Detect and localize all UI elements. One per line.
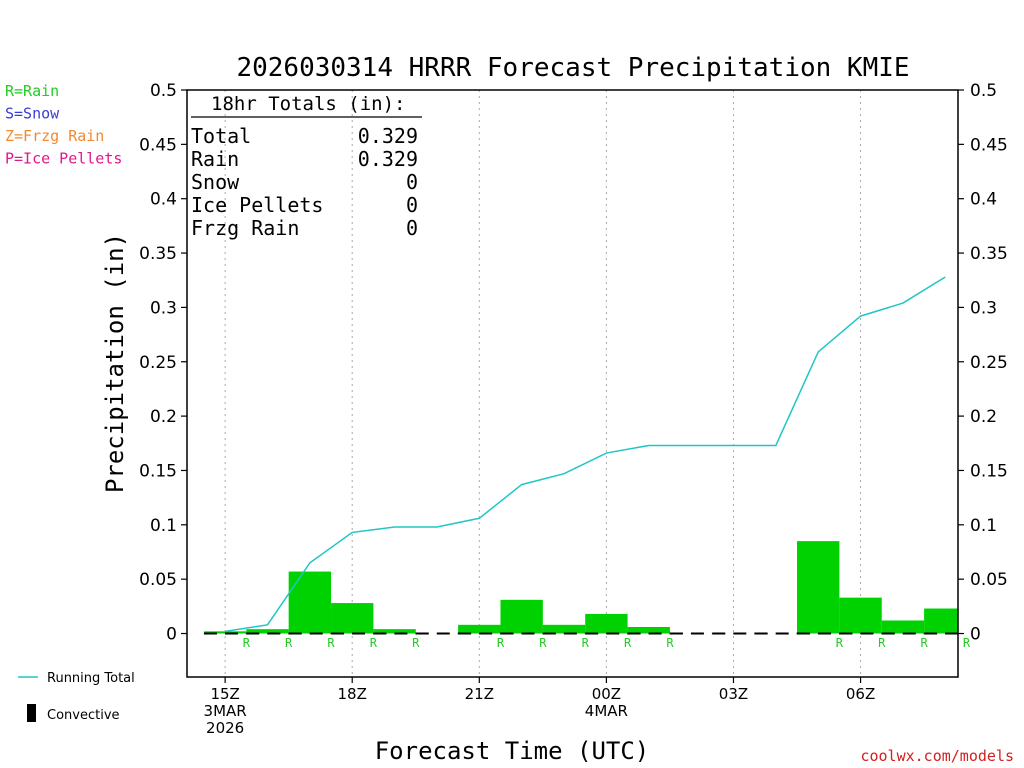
precip-type-label: R [243, 636, 251, 650]
y-tick-label: 0.1 [150, 516, 177, 536]
totals-row-value: 0 [406, 216, 418, 240]
y-axis-left: 0 0.05 0.1 0.15 0.2 0.25 0.3 0.35 0.4 0.45 0.5 [139, 81, 187, 645]
x-tick-label: 15Z [210, 685, 239, 703]
type-legend-entry: S=Snow [5, 105, 60, 123]
precip-type-label: R [497, 636, 505, 650]
precip-type-label: R [539, 636, 547, 650]
y-tick-label: 0.3 [150, 298, 177, 318]
totals-row-value: 0 [406, 170, 418, 194]
precip-type-label: R [412, 636, 420, 650]
totals-box: 18hr Totals (in): Total 0.329 Rain 0.329 Sno… [191, 93, 422, 240]
x-tick-label: 00Z [592, 685, 621, 703]
y-tick-label: 0.35 [970, 244, 1008, 264]
y-tick-label: 0 [970, 625, 981, 645]
type-legend-entry: Z=Frzg Rain [5, 127, 104, 145]
y-tick-label: 0.5 [970, 81, 997, 101]
x-tick-label: 4MAR [585, 702, 628, 720]
y-tick-label: 0.4 [970, 190, 997, 210]
credit-text: coolwx.com/models [860, 747, 1014, 765]
precip-type-legend: R=Rain S=Snow Z=Frzg Rain P=Ice Pellets [5, 82, 122, 168]
precip-bar [881, 620, 925, 634]
y-axis-label: Precipitation (in) [101, 233, 129, 493]
y-tick-label: 0.15 [139, 461, 177, 481]
precip-type-label: R [920, 636, 928, 650]
totals-row-label: Total [191, 124, 251, 148]
precip-bars [203, 541, 958, 634]
y-tick-label: 0.15 [970, 461, 1008, 481]
y-axis-right: 0 0.05 0.1 0.15 0.2 0.25 0.3 0.35 0.4 0.45 0.5 [958, 81, 1008, 645]
x-tick-label: 03Z [719, 685, 748, 703]
precip-bar [331, 603, 374, 634]
x-tick-label: 18Z [338, 685, 367, 703]
precip-bar [797, 541, 840, 634]
precip-bar [203, 631, 247, 634]
precip-bar [500, 599, 543, 634]
y-tick-label: 0.1 [970, 516, 997, 536]
x-tick-label: 06Z [846, 685, 875, 703]
precip-type-label: R [666, 636, 674, 650]
precip-type-label: R [878, 636, 886, 650]
precip-type-label: R [963, 636, 971, 650]
plot-frame [186, 89, 959, 678]
precip-bar [458, 624, 501, 634]
y-tick-label: 0.2 [150, 407, 177, 427]
precip-type-label: R [582, 636, 590, 650]
y-tick-label: 0 [166, 625, 177, 645]
type-legend-entry: R=Rain [5, 82, 59, 100]
precip-bar [839, 597, 882, 634]
running-total-line [225, 276, 946, 633]
y-tick-label: 0.35 [139, 244, 177, 264]
totals-row-label: Rain [191, 147, 239, 171]
precip-type-label: R [327, 636, 335, 650]
y-tick-label: 0.5 [150, 81, 177, 101]
y-tick-label: 0.2 [970, 407, 997, 427]
precip-bar [288, 571, 332, 634]
precip-bar [542, 624, 586, 634]
y-tick-label: 0.4 [150, 190, 177, 210]
x-axis-label: Forecast Time (UTC) [375, 737, 650, 765]
running-total-legend-label: Running Total [47, 671, 135, 686]
x-tick-label: 3MAR [204, 702, 247, 720]
precip-bar [627, 626, 670, 634]
series-legend: Running Total Convective [18, 671, 135, 723]
totals-row-value: 0.329 [358, 147, 418, 171]
totals-title: 18hr Totals (in): [211, 93, 405, 115]
precip-type-label: R [285, 636, 293, 650]
totals-row-label: Frzg Rain [191, 216, 299, 240]
totals-row-value: 0.329 [358, 124, 418, 148]
chart-title: 2026030314 HRRR Forecast Precipitation K… [236, 53, 909, 83]
totals-row-label: Ice Pellets [191, 193, 323, 217]
precip-type-label: R [836, 636, 844, 650]
precip-type-label: R [624, 636, 632, 650]
precip-bar [924, 608, 958, 634]
x-tick-label: 21Z [465, 685, 494, 703]
precip-bar [373, 629, 416, 634]
totals-row-label: Snow [191, 170, 240, 194]
y-tick-label: 0.45 [970, 135, 1008, 155]
precip-bar [585, 613, 628, 634]
y-tick-label: 0.25 [970, 353, 1008, 373]
y-tick-label: 0.05 [139, 570, 177, 590]
totals-row-value: 0 [406, 193, 418, 217]
convective-legend-label: Convective [47, 708, 120, 723]
y-tick-label: 0.25 [139, 353, 177, 373]
vertical-gridlines [224, 90, 862, 677]
y-tick-label: 0.3 [970, 298, 997, 318]
precip-type-label: R [370, 636, 378, 650]
convective-legend-swatch [27, 704, 36, 722]
precip-bar [246, 629, 289, 634]
type-legend-entry: P=Ice Pellets [5, 150, 122, 168]
y-tick-label: 0.45 [139, 135, 177, 155]
y-tick-label: 0.05 [970, 570, 1008, 590]
x-tick-label: 2026 [206, 719, 244, 737]
